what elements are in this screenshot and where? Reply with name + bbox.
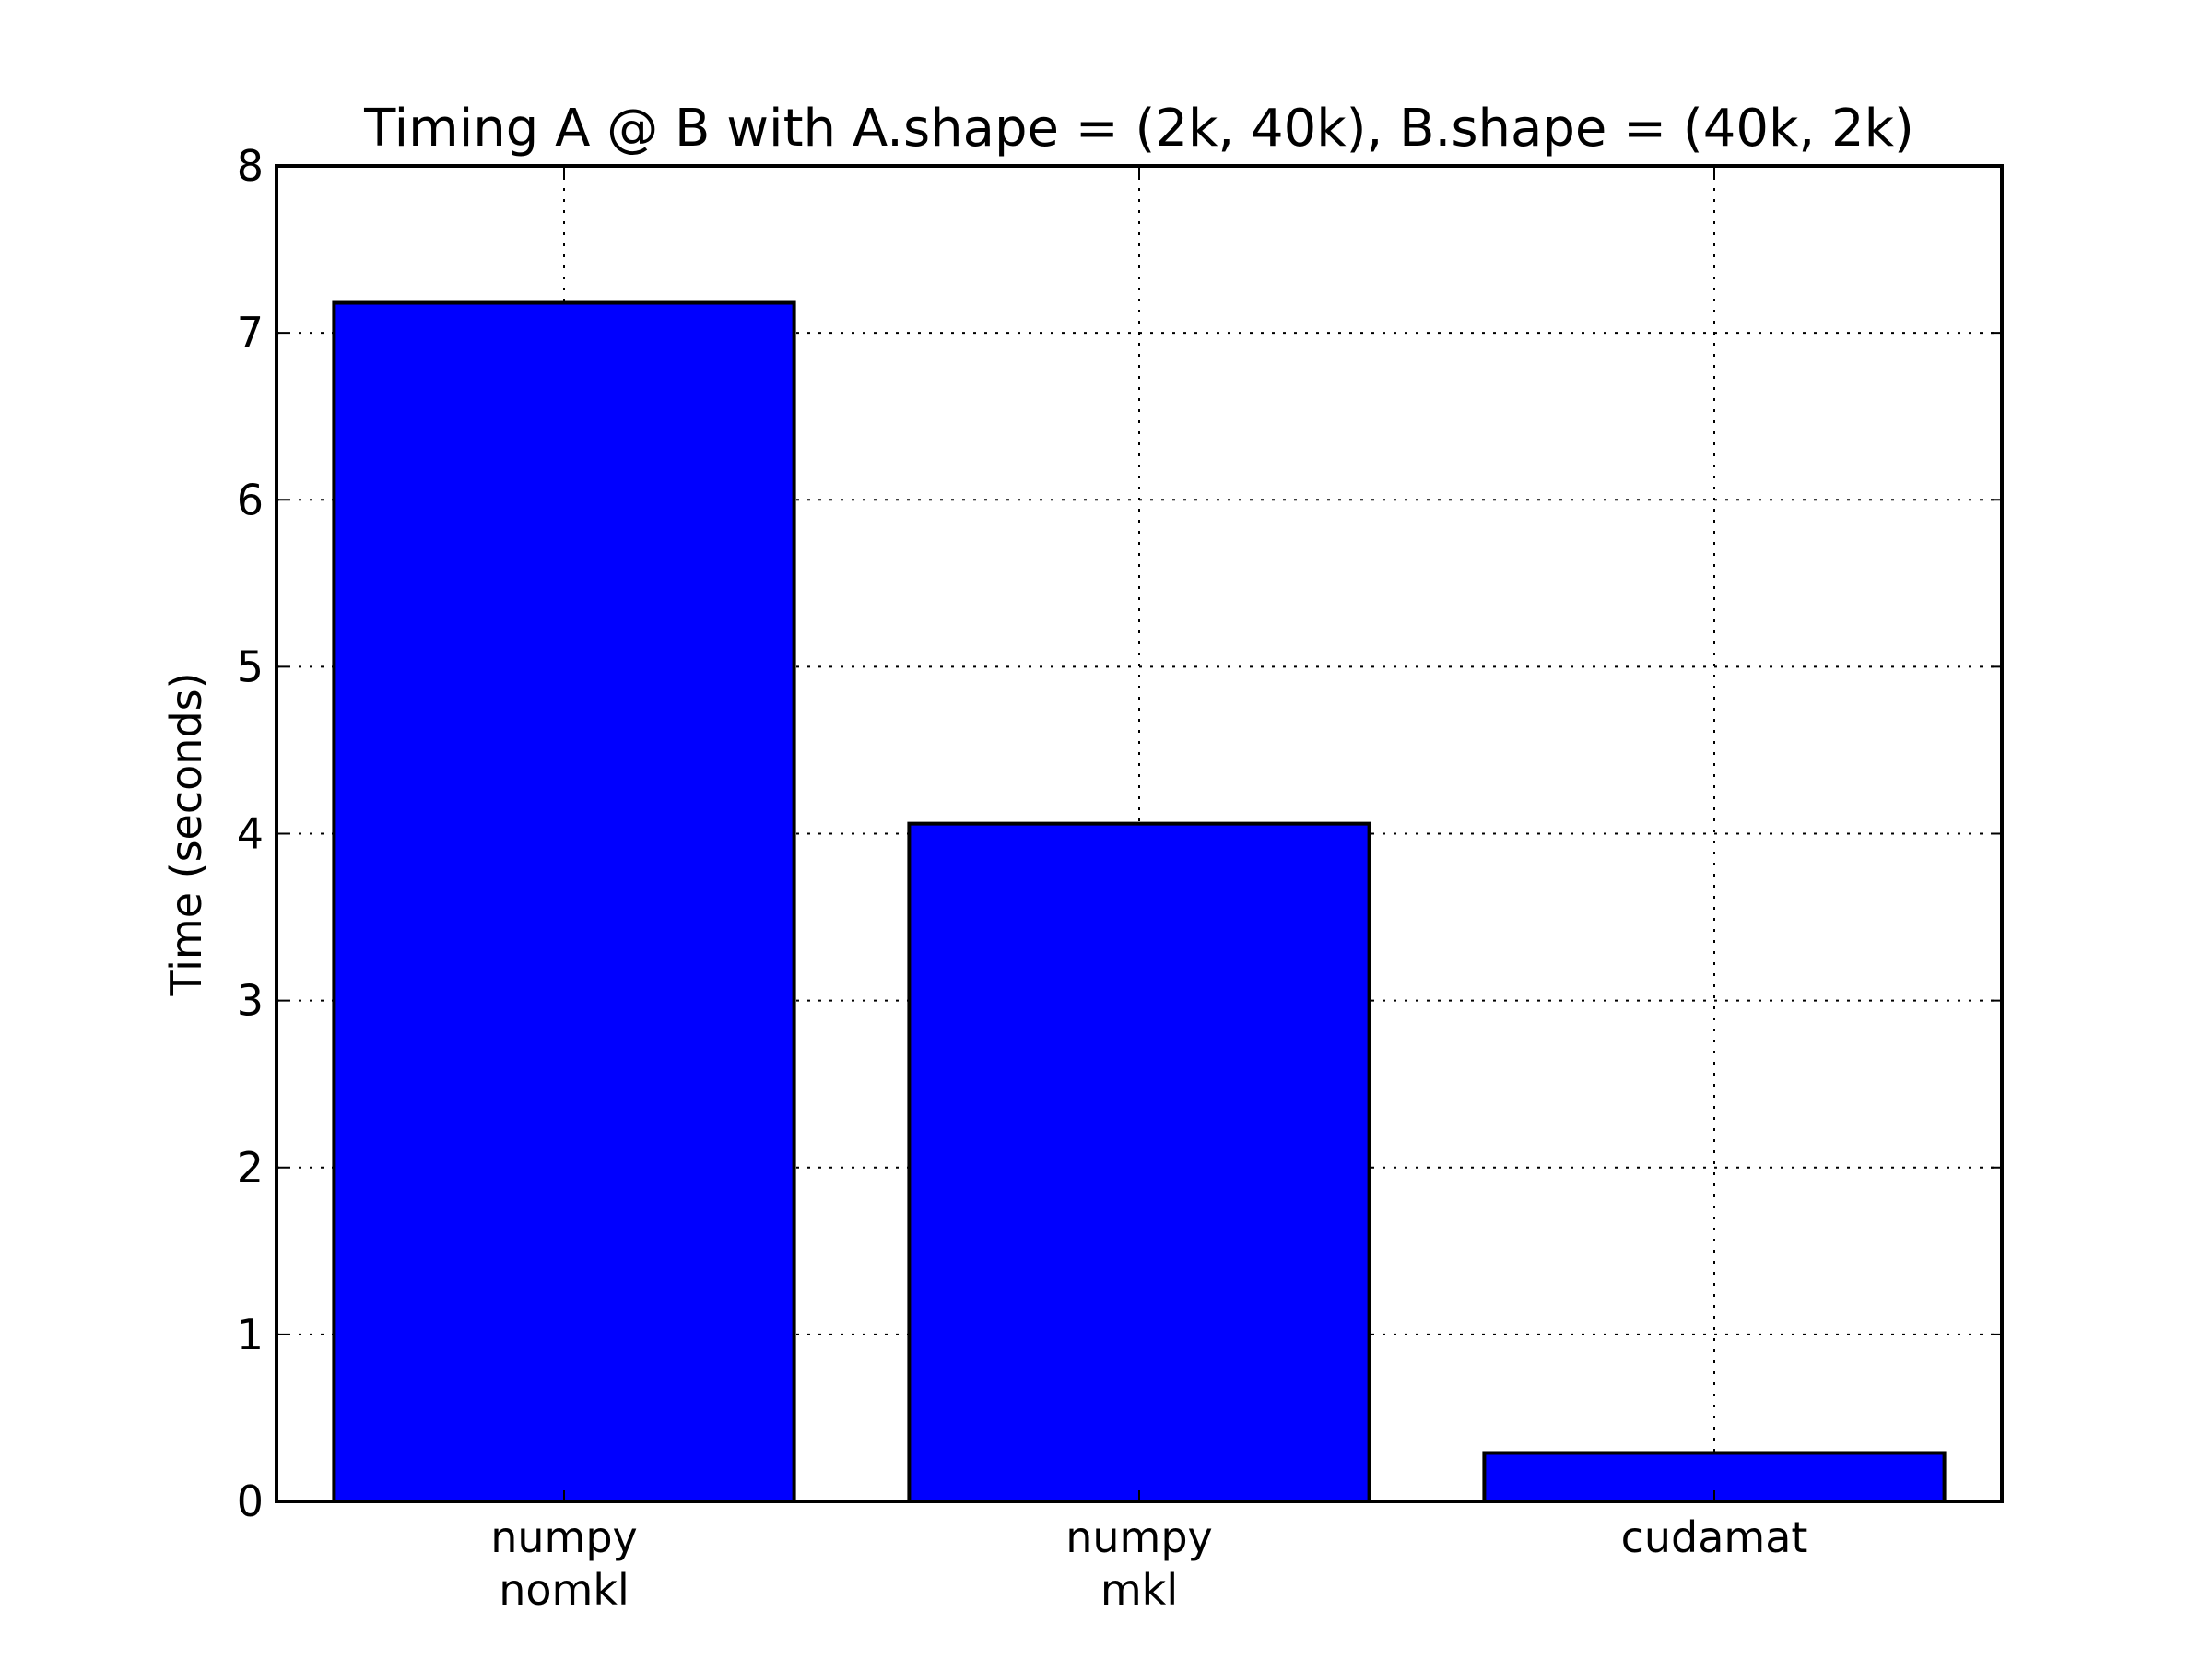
y-tick-label: 3 <box>237 976 264 1026</box>
plot-frame <box>275 164 2004 1503</box>
y-tick-label: 4 <box>237 809 264 859</box>
y-tick-label: 2 <box>237 1143 264 1193</box>
y-tick-label: 0 <box>237 1477 264 1526</box>
y-tick-label: 7 <box>237 308 264 358</box>
bar <box>907 821 1371 1503</box>
y-tick-label: 1 <box>237 1310 264 1359</box>
x-tick-label: numpy <box>1065 1512 1213 1562</box>
y-tick-label: 5 <box>237 641 264 691</box>
x-tick-label: cudamat <box>1621 1512 1808 1562</box>
y-tick-labels: 0 1 2 3 4 5 6 7 8 <box>237 141 264 1526</box>
x-tick-label: nomkl <box>499 1565 629 1615</box>
x-tick-label: numpy <box>490 1512 638 1562</box>
y-tick-label: 8 <box>237 141 264 191</box>
bar <box>332 300 796 1504</box>
chart-title: Timing A @ B with A.shape = (2k, 40k), B… <box>363 99 1914 159</box>
y-tick-label: 6 <box>237 475 264 524</box>
y-axis-label: Time (seconds) <box>161 672 211 996</box>
bars <box>332 300 1947 1504</box>
x-tick-label: mkl <box>1100 1565 1178 1615</box>
